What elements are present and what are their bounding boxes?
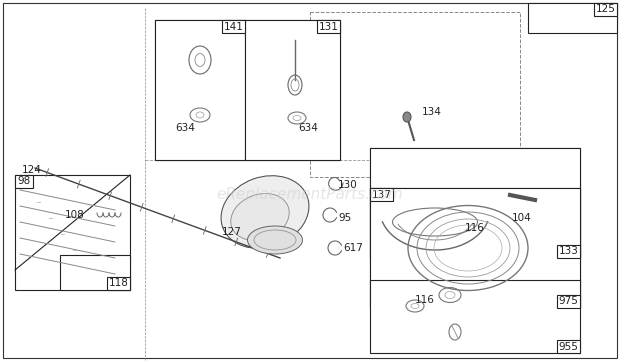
Bar <box>557 245 580 258</box>
Bar <box>528 3 617 33</box>
Text: 124: 124 <box>22 165 42 175</box>
Text: eReplacementParts.com: eReplacementParts.com <box>216 187 404 203</box>
Bar <box>310 12 520 177</box>
Bar <box>245 20 340 160</box>
Bar <box>370 148 580 258</box>
Bar <box>317 20 340 33</box>
Text: 955: 955 <box>559 342 578 352</box>
Bar <box>594 3 617 16</box>
Text: 134: 134 <box>422 107 442 117</box>
Text: 130: 130 <box>338 180 358 190</box>
Bar <box>370 148 580 258</box>
Text: 133: 133 <box>559 247 578 257</box>
Bar <box>15 175 33 188</box>
Text: 131: 131 <box>319 22 339 31</box>
Text: 617: 617 <box>343 243 363 253</box>
Bar <box>222 20 245 33</box>
Bar <box>155 20 245 160</box>
Bar <box>155 20 340 160</box>
Bar <box>15 175 130 290</box>
Text: 118: 118 <box>108 278 128 288</box>
Text: 116: 116 <box>465 223 485 233</box>
Text: 634: 634 <box>175 123 195 133</box>
Bar <box>370 188 393 201</box>
Bar <box>107 277 130 290</box>
Text: 634: 634 <box>298 123 318 133</box>
Ellipse shape <box>403 112 411 122</box>
Text: ~: ~ <box>59 232 65 238</box>
Text: ~: ~ <box>35 200 41 206</box>
Text: ~: ~ <box>47 216 53 222</box>
Bar <box>370 188 580 308</box>
Text: 125: 125 <box>596 4 616 14</box>
Bar <box>370 188 580 308</box>
Bar <box>370 280 580 353</box>
Text: ~: ~ <box>71 248 77 254</box>
Text: 975: 975 <box>559 296 578 306</box>
Ellipse shape <box>231 193 289 240</box>
Bar <box>557 340 580 353</box>
Text: 104: 104 <box>512 213 532 223</box>
Bar <box>557 295 580 308</box>
Text: 137: 137 <box>371 190 391 200</box>
Text: 95: 95 <box>338 213 352 223</box>
Text: 98: 98 <box>17 177 30 187</box>
Text: 116: 116 <box>415 295 435 305</box>
Text: 127: 127 <box>222 227 242 237</box>
Ellipse shape <box>221 176 309 248</box>
Text: 108: 108 <box>65 210 85 220</box>
Bar <box>60 255 130 290</box>
Ellipse shape <box>247 226 303 254</box>
Text: 141: 141 <box>224 22 244 31</box>
